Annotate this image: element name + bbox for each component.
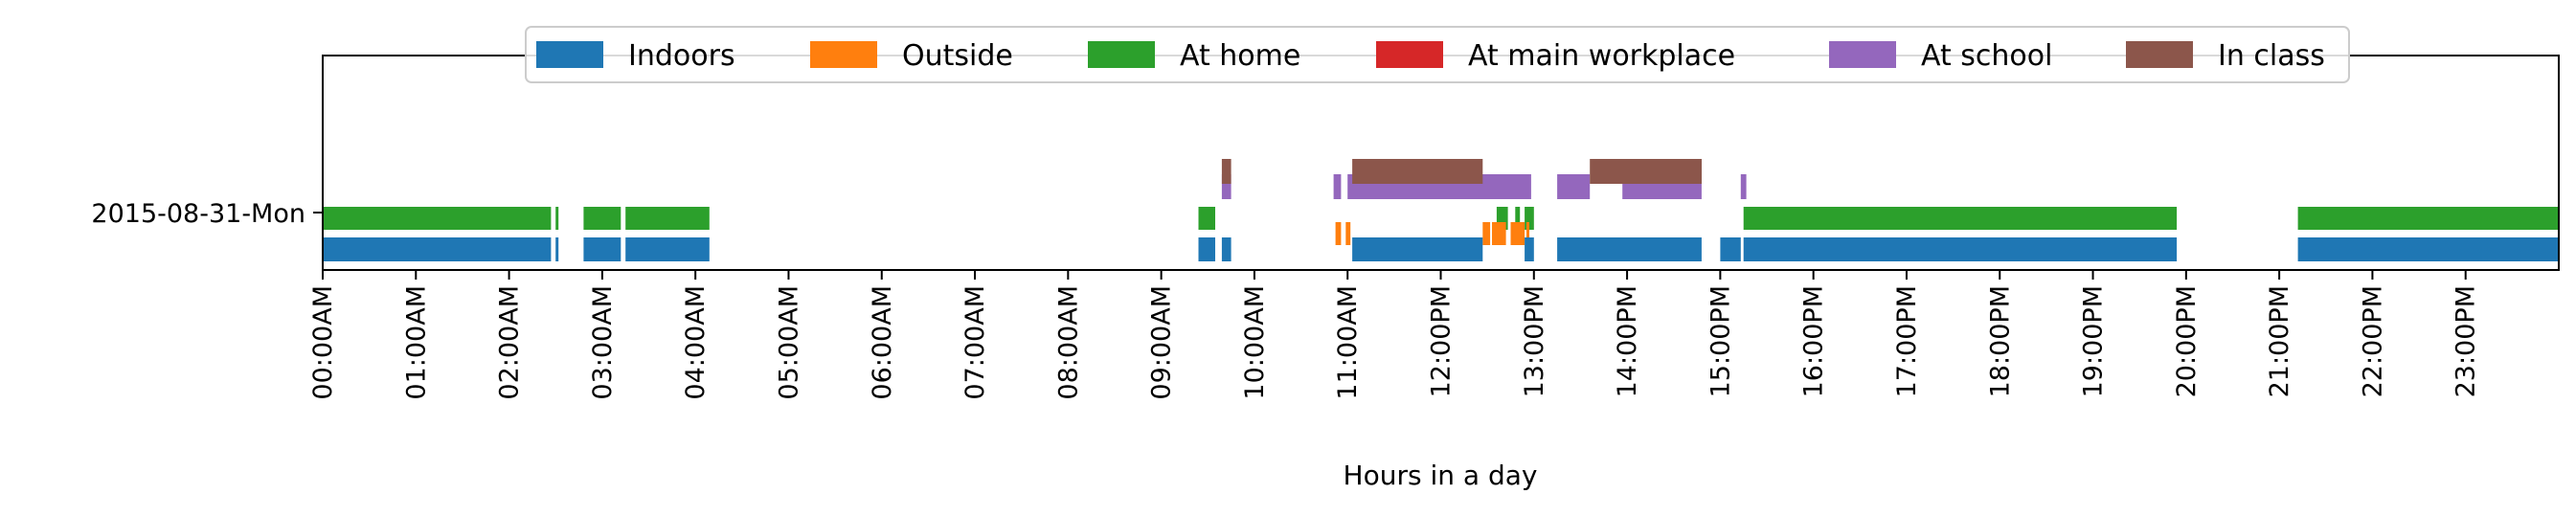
legend-label-indoors: Indoors <box>628 39 735 73</box>
x-tick-label: 11:00AM <box>1333 285 1363 400</box>
bar-outside <box>1482 222 1491 245</box>
x-tick-label: 01:00AM <box>401 285 431 400</box>
legend-swatch-indoors <box>536 41 603 68</box>
x-tick-label: 16:00PM <box>1799 285 1829 397</box>
x-tick-label: 13:00PM <box>1520 285 1549 397</box>
bar-at-home <box>323 207 552 230</box>
bar-at-school <box>1221 174 1232 199</box>
y-tick-label: 2015-08-31-Mon <box>91 199 305 229</box>
x-tick-label: 12:00PM <box>1427 285 1457 397</box>
bar-indoors <box>1557 237 1702 261</box>
bar-indoors <box>1198 237 1215 261</box>
bar-outside <box>1345 222 1351 245</box>
bar-at-home <box>1743 207 2178 230</box>
bar-indoors <box>1221 237 1232 261</box>
x-tick-label: 23:00PM <box>2452 285 2481 397</box>
bar-at-home <box>583 207 621 230</box>
bar-at-home <box>1198 207 1215 230</box>
x-tick-label: 10:00AM <box>1240 285 1270 400</box>
legend-swatch-at-main-workplace <box>1376 41 1443 68</box>
bar-at-home <box>1525 207 1534 230</box>
bar-in-class <box>1221 159 1232 184</box>
x-tick-label: 07:00AM <box>960 285 990 400</box>
x-tick-label: 19:00PM <box>2079 285 2109 397</box>
x-tick-label: 02:00AM <box>495 285 525 400</box>
y-axis: 2015-08-31-Mon <box>91 199 323 229</box>
legend-label-outside: Outside <box>902 39 1013 73</box>
bar-indoors <box>1352 237 1483 261</box>
bar-at-school <box>1740 174 1747 199</box>
bar-at-school <box>1557 174 1591 199</box>
x-tick-label: 03:00AM <box>588 285 618 400</box>
x-tick-label: 00:00AM <box>308 285 338 400</box>
x-tick-label: 17:00PM <box>1892 285 1922 397</box>
x-tick-label: 20:00PM <box>2172 285 2202 397</box>
legend: Indoors Outside At home At main workplace At… <box>525 26 2350 83</box>
legend-swatch-at-home <box>1088 41 1155 68</box>
legend-label-in-class: In class <box>2218 39 2325 73</box>
x-axis: 00:00AM 01:00AM 02:00AM 03:00AM 04:00AM 05:00… <box>308 270 2481 400</box>
bar-at-school <box>1333 174 1342 199</box>
bar-outside <box>1335 222 1342 245</box>
bar-outside <box>1526 222 1529 245</box>
bar-at-home <box>1496 207 1508 230</box>
bar-at-home <box>555 207 559 230</box>
bar-indoors <box>625 237 710 261</box>
legend-label-at-main-workplace: At main workplace <box>1468 39 1735 73</box>
bar-outside <box>1510 222 1525 245</box>
bar-indoors <box>1720 237 1741 261</box>
x-tick-label: 04:00AM <box>681 285 711 400</box>
legend-label-at-school: At school <box>1921 39 2052 73</box>
legend-label-at-home: At home <box>1180 39 1300 73</box>
x-tick-label: 14:00PM <box>1613 285 1642 397</box>
bar-outside <box>1492 222 1506 245</box>
x-axis-title: Hours in a day <box>1344 460 1538 491</box>
bar-at-home <box>2297 207 2559 230</box>
x-tick-label: 05:00AM <box>774 285 803 400</box>
legend-swatch-at-school <box>1829 41 1896 68</box>
x-tick-label: 06:00AM <box>868 285 897 400</box>
bars-layer <box>323 159 2559 261</box>
x-tick-label: 22:00PM <box>2358 285 2387 397</box>
bar-in-class <box>1590 159 1702 184</box>
bar-indoors <box>583 237 621 261</box>
bar-indoors <box>1743 237 2178 261</box>
bar-indoors <box>2297 237 2559 261</box>
bar-indoors <box>1525 237 1534 261</box>
legend-swatch-outside <box>810 41 877 68</box>
x-tick-label: 18:00PM <box>1985 285 2015 397</box>
bar-at-home <box>1515 207 1521 230</box>
x-tick-label: 08:00AM <box>1053 285 1083 400</box>
bar-in-class <box>1352 159 1483 184</box>
x-tick-label: 09:00AM <box>1147 285 1177 400</box>
bar-indoors <box>323 237 552 261</box>
x-tick-label: 21:00PM <box>2265 285 2294 397</box>
bar-at-home <box>625 207 710 230</box>
legend-swatch-in-class <box>2126 41 2193 68</box>
bar-indoors <box>555 237 559 261</box>
x-tick-label: 15:00PM <box>1706 285 1735 397</box>
